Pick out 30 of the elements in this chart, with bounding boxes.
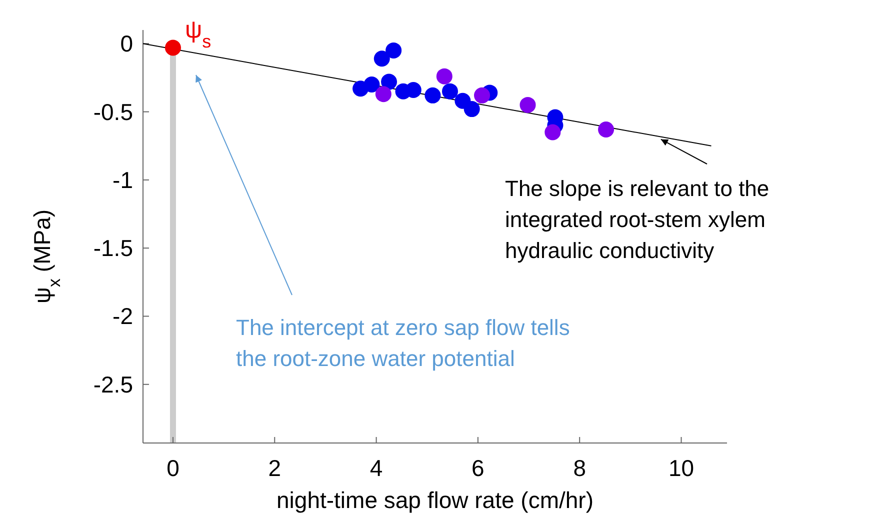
y-tick-label: 0 (120, 30, 133, 57)
x-tick-label: 2 (268, 455, 282, 481)
annotation: The slope is relevant to the integrated root-stem xylem hydraulic conductivity (505, 176, 770, 263)
point (442, 83, 458, 100)
point (386, 42, 402, 58)
y-tick-label: -1 (112, 166, 133, 193)
y-tick-label: -0.5 (93, 98, 133, 125)
x-tick-label: 6 (472, 455, 484, 481)
x-tick-label: 0 (166, 455, 180, 481)
point (381, 74, 397, 90)
point (520, 96, 536, 113)
y-tick-label: -1.5 (93, 235, 133, 262)
y-tick-label: -2.5 (93, 371, 133, 398)
point (164, 40, 181, 56)
annotation: The intercept at zero sap flow tells the root-zone water potential (236, 315, 570, 371)
y-tick-label: -2 (112, 303, 133, 330)
series-label: ψ$_{s}$ (184, 16, 212, 52)
point (374, 50, 390, 67)
point (375, 86, 392, 102)
point (544, 124, 561, 140)
point (598, 122, 614, 138)
point (364, 76, 380, 93)
x-axis-title: night-time sap flow rate (cm/hr) (276, 487, 594, 513)
x-tick-label: 4 (370, 455, 383, 481)
point (464, 101, 480, 118)
point (424, 87, 441, 104)
point (436, 68, 452, 84)
x-tick-label: 8 (573, 455, 586, 481)
x-tick-label: 10 (668, 455, 694, 481)
point (474, 87, 490, 104)
